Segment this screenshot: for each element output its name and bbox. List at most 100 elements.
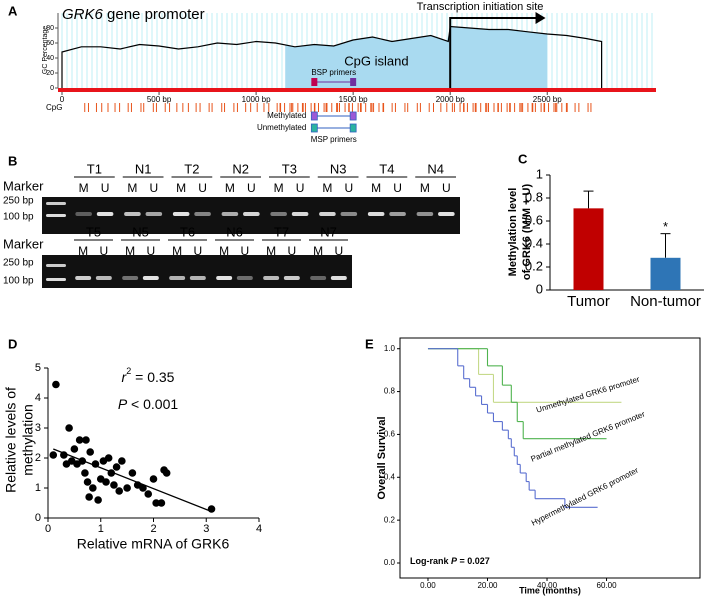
point <box>110 481 118 489</box>
lane-mu: U <box>335 244 344 258</box>
x-tick-label: 40.00 <box>537 581 558 590</box>
gel-band <box>221 212 239 216</box>
msp-primer <box>349 111 357 121</box>
lane-mu: M <box>219 244 229 258</box>
lane-mu: U <box>241 244 250 258</box>
gc-curve <box>61 25 603 88</box>
gel-band <box>310 276 327 280</box>
lane-mu: M <box>172 244 182 258</box>
x-tick-label: 0 <box>60 95 65 104</box>
lane-mu: U <box>296 181 305 195</box>
point <box>83 478 92 486</box>
lane-mu: M <box>127 181 137 195</box>
point <box>85 493 93 501</box>
x-tick-label: 2000 bp <box>436 95 465 104</box>
lane-label: N6 <box>226 224 243 239</box>
lane-label: T6 <box>180 224 195 239</box>
y-tick-label: 0 <box>50 85 54 92</box>
bsp-primer <box>350 78 357 86</box>
y-tick-label: 1 <box>536 166 543 181</box>
y-tick-label: 0.8 <box>525 189 543 204</box>
y-tick-label: 3 <box>35 422 41 434</box>
stat-r-symbol: r <box>122 369 128 385</box>
point <box>152 499 160 507</box>
log-rank-value: = 0.027 <box>457 556 490 566</box>
gel-band <box>96 212 114 216</box>
gel-band <box>124 212 141 216</box>
msp-label: MSP primers <box>311 135 357 144</box>
tss-label: Transcription initiation site <box>417 1 544 13</box>
gel-band <box>291 212 309 216</box>
lane-label: N4 <box>427 161 444 176</box>
gel-band <box>172 212 190 216</box>
point <box>123 484 131 492</box>
point <box>102 478 110 486</box>
lane-mu: M <box>371 181 381 195</box>
lane-mu: M <box>78 244 88 258</box>
gel-band <box>142 276 159 280</box>
x-tick-label: 2 <box>150 523 156 535</box>
gel-band <box>236 276 253 280</box>
unmethylated-label: Unmethylated <box>257 123 306 132</box>
bar <box>573 208 604 290</box>
sequence-bar <box>58 88 656 92</box>
significance: * <box>663 219 668 234</box>
lane-mu: U <box>247 181 256 195</box>
lane-mu: M <box>125 244 135 258</box>
series-label: Partial methylated GRK6 promoter <box>529 409 646 463</box>
series-label: Unmethylated GRK6 promoter <box>535 374 641 414</box>
lane-label: T5 <box>86 224 101 239</box>
marker-band <box>46 264 66 267</box>
cpg-island-label: CpG island <box>344 53 408 68</box>
gel <box>42 255 352 288</box>
y-tick-label: 0.8 <box>384 387 396 396</box>
gel-band <box>75 276 92 280</box>
gel-band <box>75 212 92 216</box>
x-tick-label: 0 <box>45 523 51 535</box>
y-tick-label: 40 <box>46 55 54 62</box>
series-label: Hypermethylated GRK6 promoter <box>530 466 640 528</box>
gel-band <box>389 212 406 216</box>
bar <box>650 257 681 290</box>
lane-label: T7 <box>274 224 289 239</box>
x-tick-label: 20.00 <box>477 581 498 590</box>
y-axis-label: Overall Survival <box>376 416 388 499</box>
point <box>107 469 116 477</box>
gel-band <box>319 212 336 216</box>
y-tick-label: 0 <box>536 281 543 296</box>
log-rank-label: Log-rank <box>410 556 451 566</box>
gel-band <box>283 276 300 280</box>
lane-mu: U <box>198 181 207 195</box>
point <box>70 445 79 453</box>
y-tick-label: 0.6 <box>384 430 396 439</box>
y-tick-label: 0.2 <box>525 258 543 273</box>
msp-primer <box>310 123 318 133</box>
y-tick-label: 0.6 <box>525 212 543 227</box>
x-axis-label: Relative mRNA of GRK6 <box>77 536 230 552</box>
stat-r: r2 = 0.35 <box>122 366 175 384</box>
point <box>65 424 73 432</box>
gel-band <box>243 212 260 216</box>
panel-label: D <box>8 336 17 351</box>
log-rank-p: P <box>451 556 458 566</box>
point <box>78 457 87 465</box>
lane-mu: U <box>194 244 203 258</box>
lane-mu: M <box>322 181 332 195</box>
stat-p: P < 0.001 <box>118 396 179 412</box>
lane-mu: U <box>345 181 354 195</box>
x-tick-label: 3 <box>203 523 209 535</box>
plot-frame <box>399 337 701 579</box>
msp-primer <box>310 111 318 121</box>
point <box>94 496 102 504</box>
x-tick-label: 1000 bp <box>242 95 271 104</box>
point <box>60 451 68 459</box>
x-tick-label: 4 <box>256 523 262 535</box>
y-tick-label: 1 <box>35 482 41 494</box>
stat-p-symbol: P <box>118 396 128 412</box>
y-tick-label: 5 <box>35 362 41 374</box>
lane-mu: U <box>147 244 156 258</box>
marker-label: Marker <box>3 178 44 193</box>
marker-band <box>46 202 66 205</box>
gel-band <box>330 276 347 280</box>
